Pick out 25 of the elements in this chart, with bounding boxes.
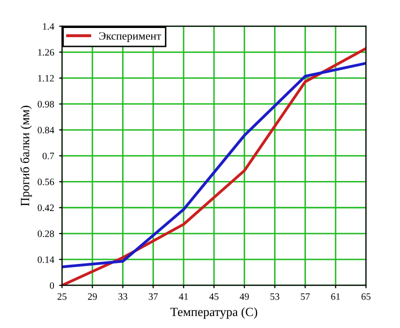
x-tick-label: 29	[88, 293, 97, 300]
y-tick-label: 0.84	[38, 126, 54, 134]
x-tick-label: 65	[362, 293, 370, 300]
y-tick-label: 0.56	[38, 178, 54, 186]
y-tick-label: 0.7	[42, 152, 54, 160]
x-tick-label: 61	[331, 293, 340, 300]
x-tick-label: 41	[178, 293, 188, 300]
y-axis-title: Прогиб балки (мм)	[20, 106, 32, 206]
y-tick-label: 1.4	[43, 23, 54, 30]
y-tick-label: 0.98	[38, 100, 54, 108]
x-tick-label: 37	[148, 293, 158, 300]
x-tick-label: 53	[270, 293, 280, 300]
y-tick-label: 1.12	[38, 75, 54, 82]
x-tick-label: 45	[209, 293, 218, 300]
x-tick-label: 49	[240, 293, 249, 300]
x-axis-title: Температура (С)	[170, 307, 258, 319]
x-tick-label: 57	[300, 293, 310, 300]
y-tick-label: 0.14	[38, 256, 54, 263]
legend-label: Эксперимент	[99, 32, 162, 42]
y-tick-label: 0.28	[38, 230, 54, 238]
y-tick-label: 1.26	[38, 49, 54, 56]
y-tick-label: 0.42	[38, 204, 54, 212]
x-tick-label: 25	[58, 293, 66, 300]
y-tick-label: 0	[50, 282, 54, 289]
x-tick-label: 33	[118, 293, 128, 300]
